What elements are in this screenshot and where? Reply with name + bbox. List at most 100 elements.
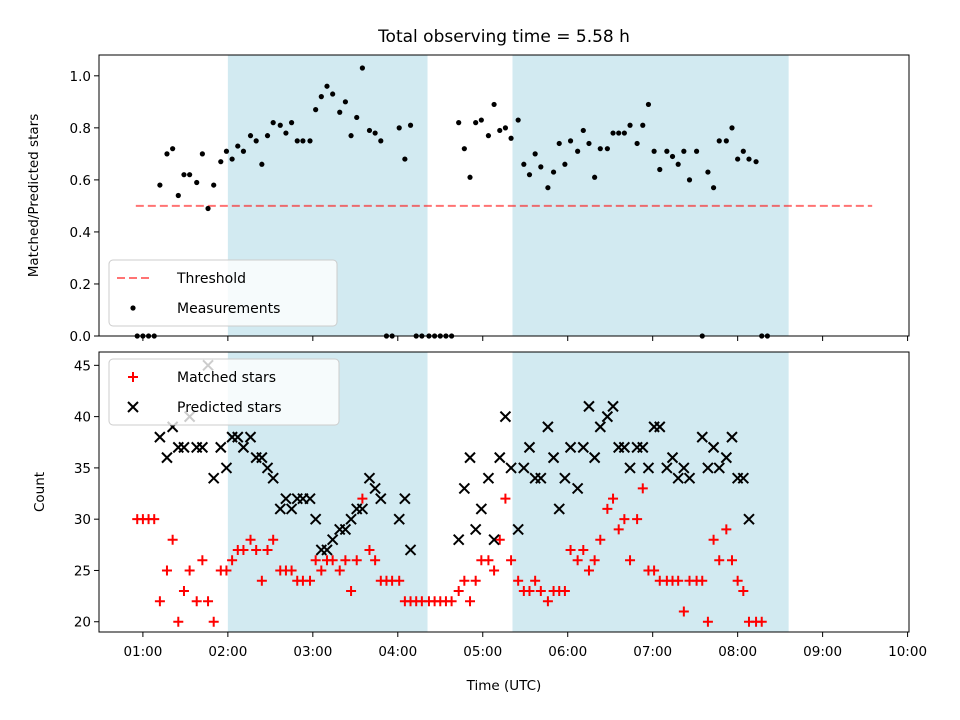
- measurement-point: [485, 133, 492, 139]
- measurement-point: [686, 177, 693, 183]
- predicted-star-point: [482, 472, 495, 484]
- measurement-point: [402, 156, 408, 162]
- predicted-star-point: [178, 441, 190, 454]
- measurement-point: [294, 138, 300, 144]
- x-tick-label: 05:00: [463, 644, 502, 660]
- predicted-star-point: [654, 421, 666, 433]
- measurement-point: [645, 101, 652, 108]
- predicted-star-point: [261, 462, 274, 474]
- matched-star-point: [500, 493, 511, 504]
- predicted-star-point: [672, 472, 684, 484]
- predicted-star-point: [564, 441, 577, 454]
- measurement-point: [556, 140, 562, 147]
- predicted-star-point: [464, 451, 476, 464]
- matched-star-point: [506, 555, 517, 566]
- matched-star-point: [714, 555, 725, 566]
- measurement-point: [342, 99, 348, 105]
- ratio-y-tick-label: 0.6: [70, 173, 91, 189]
- matched-star-point: [513, 575, 524, 586]
- measurement-point: [610, 130, 616, 136]
- measurement-point: [604, 146, 610, 152]
- matched-star-point: [316, 565, 327, 576]
- predicted-star-point: [304, 492, 316, 505]
- measurement-point: [467, 174, 473, 180]
- measurement-point: [157, 182, 163, 188]
- measurement-point: [640, 122, 646, 128]
- predicted-star-point: [618, 441, 631, 454]
- matched-star-point: [394, 575, 405, 586]
- measurement-point: [461, 146, 467, 152]
- measurement-point: [621, 130, 627, 136]
- measurement-point: [740, 148, 746, 154]
- measurement-point: [502, 125, 509, 131]
- predicted-star-point: [713, 462, 725, 474]
- measurement-point: [456, 120, 462, 126]
- measurement-point: [616, 130, 622, 136]
- matched-star-point: [697, 575, 708, 586]
- matched-star-point: [559, 585, 570, 596]
- predicted-star-point: [535, 472, 547, 484]
- matched-star-point: [197, 555, 208, 566]
- predicted-star-point: [499, 410, 512, 423]
- measurement-point: [497, 127, 503, 134]
- matched-star-point: [530, 575, 541, 586]
- matched-star-point: [251, 544, 262, 555]
- predicted-star-point: [726, 431, 738, 443]
- predicted-star-point: [309, 513, 322, 525]
- predicted-star-point: [345, 513, 357, 525]
- count-y-axis-label: Count: [32, 472, 48, 512]
- predicted-star-point: [488, 533, 500, 546]
- measurement-point: [669, 153, 676, 160]
- count-y-tick-label: 45: [74, 358, 91, 374]
- matched-star-point: [583, 565, 594, 576]
- measurement-point: [545, 185, 551, 191]
- matched-star-point: [721, 524, 732, 535]
- predicted-star-point: [237, 441, 250, 454]
- measurement-point: [396, 125, 402, 131]
- ratio-y-tick-label: 0.8: [70, 121, 91, 137]
- measurement-point: [597, 146, 603, 152]
- measurement-point: [307, 138, 313, 144]
- ratio-panel: 0.0 0.2 0.4 0.6 0.8 1.0 Matched/Predicted star…: [26, 54, 910, 345]
- matched-star-point: [334, 565, 345, 576]
- matched-star-point: [191, 596, 202, 607]
- predicted-star-point: [326, 533, 339, 546]
- measurement-point: [170, 146, 176, 152]
- matched-star-point: [340, 555, 351, 566]
- measurement-point: [253, 138, 259, 144]
- measurement-point: [473, 120, 479, 126]
- x-tick-label: 04:00: [378, 644, 417, 660]
- matched-star-point: [304, 575, 315, 586]
- predicted-star-point: [339, 523, 352, 536]
- predicted-star-point: [207, 472, 220, 484]
- measurement-point: [277, 122, 283, 128]
- matched-star-point: [154, 596, 165, 607]
- predicted-star-point: [607, 400, 619, 413]
- predicted-star-point: [583, 400, 595, 413]
- measurement-point: [735, 156, 741, 162]
- measurement-point: [164, 151, 170, 157]
- matched-star-point: [632, 514, 643, 525]
- predicted-star-point: [393, 513, 405, 525]
- predicted-star-point: [256, 451, 268, 464]
- predicted-star-point: [232, 431, 244, 443]
- matched-star-point: [256, 575, 267, 586]
- predicted-star-point: [743, 513, 755, 525]
- count-y-tick-label: 20: [74, 615, 91, 631]
- matched-star-point: [595, 534, 606, 545]
- measurement-point: [532, 151, 538, 157]
- predicted-star-point: [601, 410, 614, 423]
- matched-star-point: [262, 544, 273, 555]
- matched-star-point: [161, 565, 172, 576]
- measurement-point: [240, 148, 247, 154]
- measurement-point: [705, 169, 711, 175]
- predicted-star-point: [523, 441, 536, 454]
- measurement-point: [651, 148, 657, 154]
- measurement-point: [657, 166, 663, 173]
- predicted-star-point: [505, 462, 517, 474]
- matched-star-point: [221, 565, 232, 576]
- matched-star-point: [708, 534, 719, 545]
- matched-star-point: [173, 616, 184, 627]
- matched-star-point: [602, 503, 613, 514]
- measurement-point: [223, 148, 230, 154]
